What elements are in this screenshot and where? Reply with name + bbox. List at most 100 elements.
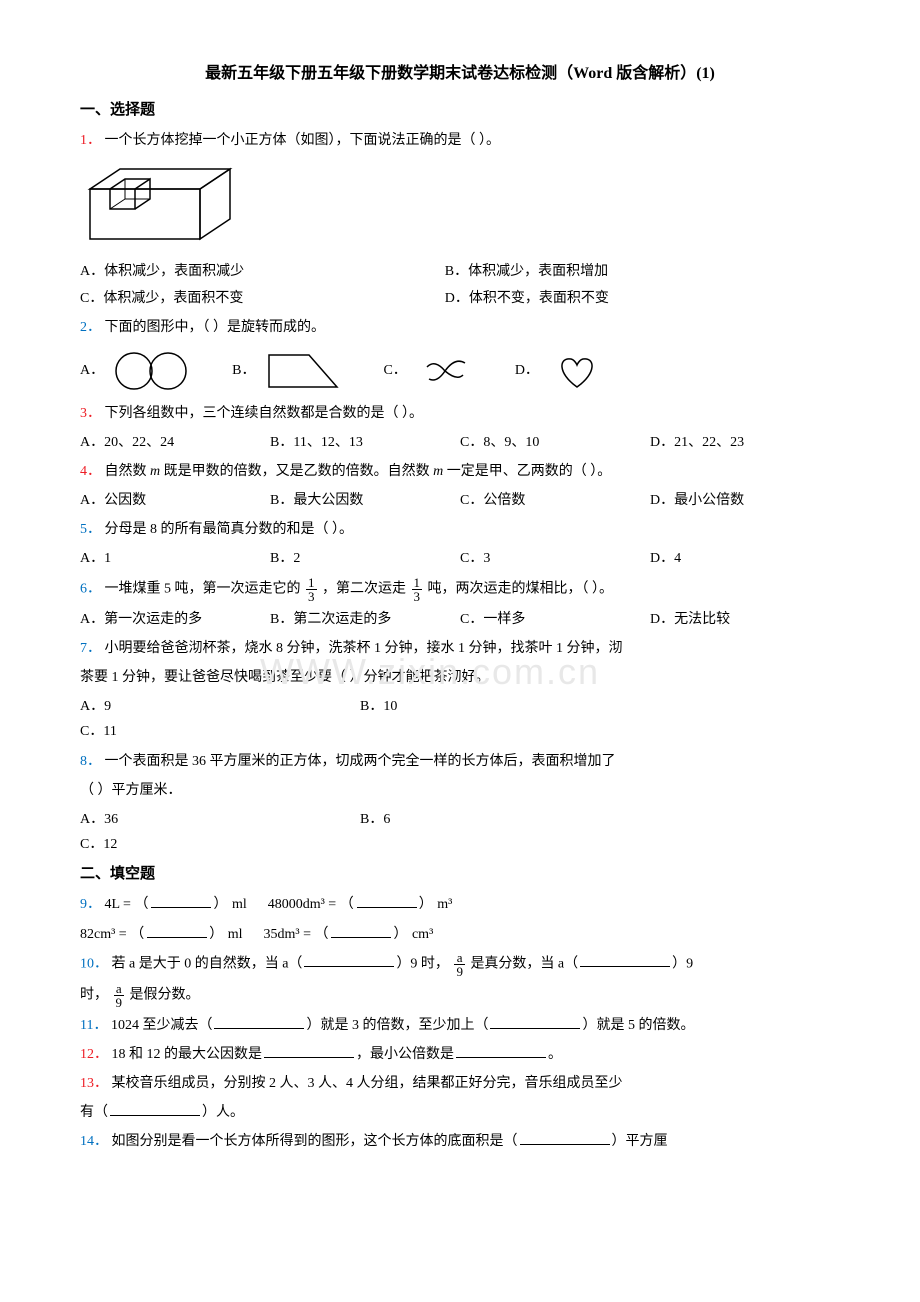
q12-t1: 18 和 12 的最大公因数是 xyxy=(112,1047,263,1062)
q10-blank1[interactable] xyxy=(304,952,394,967)
section-fill: 二、填空题 xyxy=(80,861,840,888)
q2-optC: C． xyxy=(383,349,474,393)
q14-t2: ）平方厘 xyxy=(612,1134,668,1149)
q11-num: 11． xyxy=(80,1018,107,1033)
q4: 4． 自然数 m 既是甲数的倍数，又是乙数的倍数。自然数 m 一定是甲、乙两数的… xyxy=(80,459,840,484)
q2: 2． 下面的图形中，（ ）是旋转而成的。 xyxy=(80,315,840,340)
q5-optB: B．2 xyxy=(270,546,460,571)
q1-optA: A．体积减少，表面积减少 xyxy=(80,259,445,284)
q5: 5． 分母是 8 的所有最简真分数的和是（ ）。 xyxy=(80,517,840,542)
q3-optA: A．20、22、24 xyxy=(80,430,270,455)
q9-blank4[interactable] xyxy=(331,923,391,938)
q12: 12． 18 和 12 的最大公因数是，最小公倍数是。 xyxy=(80,1042,840,1067)
q13-t2: 有（ xyxy=(80,1105,108,1120)
q2-optD: D． xyxy=(515,349,607,393)
q9-e1a: 4L = xyxy=(105,897,131,912)
q4-opts: A．公因数 B．最大公因数 C．公倍数 D．最小公倍数 xyxy=(80,488,840,513)
q7-optA: A．9 xyxy=(80,694,360,719)
q4-m1: m xyxy=(150,464,160,479)
q9-e3b: ml xyxy=(228,927,243,942)
q9-e3a: 82cm³ = xyxy=(80,927,127,942)
q6-opts: A．第一次运走的多 B．第二次运走的多 C．一样多 D．无法比较 xyxy=(80,607,840,632)
q6-optB: B．第二次运走的多 xyxy=(270,607,460,632)
q8-opts: A．36 B．6 C．12 xyxy=(80,807,840,857)
q3-num: 3． xyxy=(80,406,101,421)
q13-t1: 某校音乐组成员，分别按 2 人、3 人、4 人分组，结果都正好分完，音乐组成员至… xyxy=(112,1076,623,1091)
q14-num: 14． xyxy=(80,1134,108,1149)
q8-l2: （ ）平方厘米． xyxy=(80,778,840,803)
q10-frac1: a9 xyxy=(454,951,465,978)
q4-optC: C．公倍数 xyxy=(460,488,650,513)
page-title: 最新五年级下册五年级下册数学期末试卷达标检测（Word 版含解析）(1) xyxy=(80,60,840,89)
q3-opts: A．20、22、24 B．11、12、13 C．8、9、10 D．21、22、2… xyxy=(80,430,840,455)
q4-optA: A．公因数 xyxy=(80,488,270,513)
q7-t1: 小明要给爸爸沏杯茶，烧水 8 分钟，洗茶杯 1 分钟，接水 1 分钟，找茶叶 1… xyxy=(105,641,623,656)
q1: 1． 一个长方体挖掉一个小正方体（如图），下面说法正确的是（ ）。 xyxy=(80,128,840,153)
q11: 11． 1024 至少减去（）就是 3 的倍数，至少加上（）就是 5 的倍数。 xyxy=(80,1013,840,1038)
q2-D-label: D． xyxy=(515,358,539,383)
q4-t1: 自然数 xyxy=(105,464,151,479)
q9-e2a: 48000dm³ = xyxy=(268,897,336,912)
q11-blank2[interactable] xyxy=(490,1014,580,1029)
q2-num: 2． xyxy=(80,320,101,335)
q11-blank1[interactable] xyxy=(214,1014,304,1029)
q4-t3: 一定是甲、乙两数的（ ）。 xyxy=(443,464,611,479)
q7-l1: 7． 小明要给爸爸沏杯茶，烧水 8 分钟，洗茶杯 1 分钟，接水 1 分钟，找茶… xyxy=(80,636,840,661)
q5-optC: C．3 xyxy=(460,546,650,571)
q9-e4a: 35dm³ = xyxy=(263,927,310,942)
q10-l1: 10． 若 a 是大于 0 的自然数，当 a（）9 时， a9 是真分数，当 a… xyxy=(80,951,840,978)
q3-text: 下列各组数中，三个连续自然数都是合数的是（ ）。 xyxy=(105,406,424,421)
q14-t1: 如图分别是看一个长方体所得到的图形，这个长方体的底面积是（ xyxy=(112,1134,518,1149)
q12-blank2[interactable] xyxy=(456,1043,546,1058)
q8-optB: B．6 xyxy=(360,807,640,832)
q13-t3: ）人。 xyxy=(202,1105,244,1120)
q9-blank2[interactable] xyxy=(357,893,417,908)
q7-optB: B．10 xyxy=(360,694,640,719)
q4-m2: m xyxy=(433,464,443,479)
q7-opts: A．9 B．10 C．11 xyxy=(80,694,840,744)
q12-t2: ，最小公倍数是 xyxy=(356,1047,454,1062)
q10-blank2[interactable] xyxy=(580,952,670,967)
q9-blank3[interactable] xyxy=(147,923,207,938)
q10-t4: ）9 xyxy=(672,956,693,971)
q9-num: 9． xyxy=(80,897,101,912)
q10-num: 10． xyxy=(80,956,108,971)
q12-blank1[interactable] xyxy=(264,1043,354,1058)
trapezoid-icon xyxy=(263,349,343,393)
q9-l2: 82cm³ = （） ml 35dm³ = （） cm³ xyxy=(80,922,840,947)
q2-C-label: C． xyxy=(383,358,406,383)
q2-B-label: B． xyxy=(232,358,255,383)
q9-blank1[interactable] xyxy=(151,893,211,908)
q12-num: 12． xyxy=(80,1047,108,1062)
cuboid-cut-icon xyxy=(80,159,240,249)
section-choice: 一、选择题 xyxy=(80,97,840,124)
q5-text: 分母是 8 的所有最简真分数的和是（ ）。 xyxy=(105,522,354,537)
q7-l2: 茶要 1 分钟，要让爸爸尽快喝到茶至少要（ ）分钟才能把茶沏好。 xyxy=(80,665,840,690)
q2-A-label: A． xyxy=(80,358,104,383)
q4-num: 4． xyxy=(80,464,101,479)
q13-l2: 有（ ）人。 xyxy=(80,1100,840,1125)
heart-icon xyxy=(547,349,607,393)
q8-num: 8． xyxy=(80,754,101,769)
q1-num: 1． xyxy=(80,133,101,148)
q1-optC: C．体积减少，表面积不变 xyxy=(80,286,445,311)
q6-frac1: 13 xyxy=(306,576,317,603)
q10-l2: 时， a9 是假分数。 xyxy=(80,982,840,1009)
q1-optB: B．体积减少，表面积增加 xyxy=(445,259,810,284)
q6-frac2: 13 xyxy=(412,576,423,603)
q10-frac2: a9 xyxy=(114,982,125,1009)
two-circles-icon xyxy=(112,349,192,393)
q7-num: 7． xyxy=(80,641,101,656)
q9-e4b: cm³ xyxy=(412,927,433,942)
q5-optD: D．4 xyxy=(650,546,840,571)
q6-optA: A．第一次运走的多 xyxy=(80,607,270,632)
q13-blank[interactable] xyxy=(110,1101,200,1116)
q5-opts: A．1 B．2 C．3 D．4 xyxy=(80,546,840,571)
q1-opts-row1: A．体积减少，表面积减少 B．体积减少，表面积增加 xyxy=(80,259,840,284)
q4-t2: 既是甲数的倍数，又是乙数的倍数。自然数 xyxy=(160,464,433,479)
swirl-icon xyxy=(415,349,475,393)
q6-t1: 一堆煤重 5 吨，第一次运走它的 xyxy=(105,581,301,596)
q1-opts-row2: C．体积减少，表面积不变 D．体积不变，表面积不变 xyxy=(80,286,840,311)
q14-blank[interactable] xyxy=(520,1130,610,1145)
q5-num: 5． xyxy=(80,522,101,537)
